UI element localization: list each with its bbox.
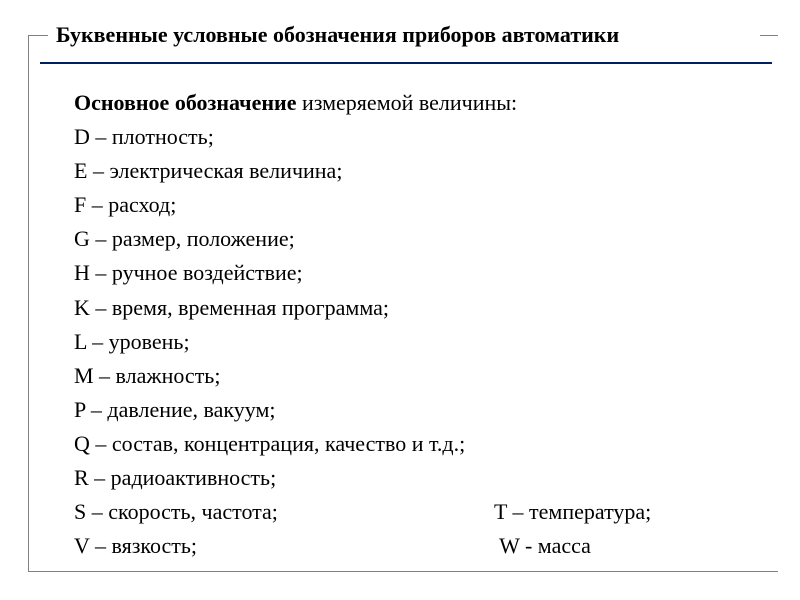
item-t: T – температура; bbox=[494, 495, 651, 529]
lead-bold: Основное обозначение bbox=[74, 90, 296, 115]
row-s-t: S – скорость, частота; T – температура; bbox=[74, 495, 760, 529]
item-p: P – давление, вакуум; bbox=[74, 393, 760, 427]
item-v: V – вязкость; bbox=[74, 529, 494, 563]
slide-body: Основное обозначение измеряемой величины… bbox=[74, 86, 760, 563]
slide: Буквенные условные обозначения приборов … bbox=[0, 0, 800, 600]
item-m: M – влажность; bbox=[74, 359, 760, 393]
item-w: W - масса bbox=[494, 529, 591, 563]
title-container: Буквенные условные обозначения приборов … bbox=[48, 22, 760, 54]
item-s: S – скорость, частота; bbox=[74, 495, 494, 529]
item-h: H – ручное воздействие; bbox=[74, 256, 760, 290]
item-l: L – уровень; bbox=[74, 325, 760, 359]
item-k: K – время, временная программа; bbox=[74, 291, 760, 325]
lead-rest: измеряемой величины: bbox=[296, 90, 517, 115]
item-g: G – размер, положение; bbox=[74, 222, 760, 256]
item-r: R – радиоактивность; bbox=[74, 461, 760, 495]
item-q: Q – состав, концентрация, качество и т.д… bbox=[74, 427, 760, 461]
item-e: E – электрическая величина; bbox=[74, 154, 760, 188]
item-d: D – плотность; bbox=[74, 120, 760, 154]
item-f: F – расход; bbox=[74, 188, 760, 222]
row-v-w: V – вязкость; W - масса bbox=[74, 529, 760, 563]
lead-line: Основное обозначение измеряемой величины… bbox=[74, 86, 760, 120]
title-underline bbox=[40, 62, 772, 64]
slide-title: Буквенные условные обозначения приборов … bbox=[56, 22, 752, 48]
